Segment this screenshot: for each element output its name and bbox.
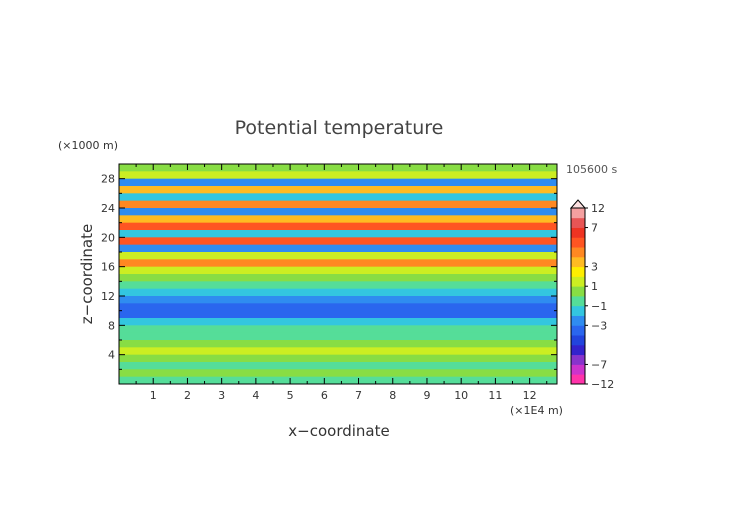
- colorbar-label: 12: [591, 202, 605, 215]
- x-tick-label: 3: [218, 389, 225, 402]
- x-tick-label: 7: [355, 389, 362, 402]
- y-tick-label: 24: [101, 202, 115, 215]
- heatmap-band: [119, 325, 557, 334]
- heatmap-band: [119, 259, 557, 268]
- heatmap-band: [119, 340, 557, 348]
- colorbar-swatch: [571, 296, 585, 307]
- y-tick-label: 8: [108, 319, 115, 332]
- time-label: 105600 s: [566, 163, 617, 176]
- heatmap-band: [119, 222, 557, 231]
- heatmap-band: [119, 244, 557, 253]
- colorbar: 12 7 3 1 −1 −3 −7 −12: [569, 199, 614, 391]
- colorbar-label: −12: [591, 378, 614, 391]
- x-axis-title: x−coordinate: [288, 422, 389, 440]
- colorbar-label: −1: [591, 300, 607, 313]
- colorbar-swatch: [571, 344, 585, 356]
- y-tick-label: 4: [108, 349, 115, 362]
- heatmap-band: [119, 200, 557, 209]
- heatmap-band: [119, 178, 557, 187]
- heatmap-band: [119, 318, 557, 326]
- heatmap-band: [119, 303, 557, 312]
- colorbar-swatch: [571, 364, 585, 375]
- colorbar-label: −3: [591, 319, 607, 332]
- colorbar-swatch: [571, 354, 585, 365]
- colorbar-swatch: [571, 335, 585, 346]
- y-tick-label: 16: [101, 261, 115, 274]
- y-axis-ticks: 4 8 12 16 20 24 28: [101, 173, 557, 370]
- colorbar-swatch: [571, 286, 585, 297]
- y-tick-label: 20: [101, 231, 115, 244]
- x-tick-label: 1: [150, 389, 157, 402]
- colorbar-swatch: [571, 374, 585, 385]
- x-tick-label: 9: [423, 389, 430, 402]
- heatmap-band: [119, 252, 557, 260]
- colorbar-swatch: [571, 305, 585, 316]
- heatmap-band: [119, 354, 557, 363]
- x-axis-ticks: 1 2 3 4 5 6 7 8 9 10 11 12: [135, 164, 548, 402]
- x-tick-label: 10: [454, 389, 468, 402]
- colorbar-swatch: [571, 208, 585, 219]
- colorbar-swatch: [571, 247, 585, 258]
- x-tick-label: 12: [523, 389, 537, 402]
- heatmap-band: [119, 266, 557, 275]
- chart-title: Potential temperature: [235, 117, 444, 139]
- x-tick-label: 2: [184, 389, 191, 402]
- heatmap-band: [119, 237, 557, 246]
- heatmap-band: [119, 347, 557, 356]
- heatmap-band: [119, 208, 557, 216]
- colorbar-swatch: [571, 227, 585, 238]
- colorbar-swatch: [571, 325, 585, 336]
- heatmap-band: [119, 215, 557, 224]
- colorbar-label: −7: [591, 358, 607, 371]
- colorbar-label: 7: [591, 222, 598, 235]
- y-tick-label: 28: [101, 173, 115, 186]
- heatmap-band: [119, 362, 557, 370]
- x-tick-label: 5: [287, 389, 294, 402]
- heatmap-band: [119, 274, 557, 282]
- heatmap-band: [119, 171, 557, 180]
- colorbar-swatch: [571, 315, 585, 326]
- colorbar-swatch: [571, 266, 585, 277]
- x-tick-label: 4: [252, 389, 259, 402]
- colorbar-label: 1: [591, 280, 598, 293]
- colorbar-swatch: [571, 217, 585, 228]
- heatmap-band: [119, 332, 557, 341]
- heatmap-band: [119, 296, 557, 304]
- colorbar-swatch: [571, 237, 585, 248]
- colorbar-swatch: [571, 276, 585, 287]
- x-tick-label: 8: [389, 389, 396, 402]
- heatmap-band: [119, 186, 557, 194]
- colorbar-label: 3: [591, 261, 598, 274]
- heatmap-band: [119, 193, 557, 202]
- plot-area: [118, 163, 558, 385]
- heatmap-band: [119, 376, 557, 385]
- heatmap-band: [119, 281, 557, 290]
- x-tick-label: 6: [321, 389, 328, 402]
- plot-frame: [118, 163, 558, 385]
- heatmap-band: [119, 288, 557, 297]
- x-tick-label: 11: [488, 389, 502, 402]
- y-axis-title: z−coordinate: [78, 224, 96, 324]
- y-tick-label: 12: [101, 290, 115, 303]
- heatmap-band: [119, 369, 557, 378]
- colorbar-frame: [570, 207, 586, 385]
- y-axis-unit: (×1000 m): [58, 139, 118, 152]
- colorbar-swatch: [571, 256, 585, 268]
- x-axis-unit: (×1E4 m): [510, 404, 563, 417]
- heatmap-band: [119, 230, 557, 238]
- heatmap-band: [119, 310, 557, 319]
